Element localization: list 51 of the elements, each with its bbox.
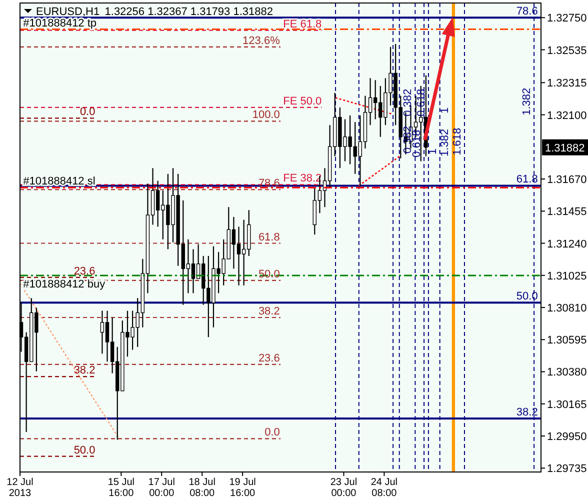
y-tick-label: 1.31240 [547,238,587,250]
x-tick-label: 17 Jul 00:00 [148,477,175,499]
annotation: 50.0 [74,444,96,456]
annotation: 0.618 [411,130,424,158]
y-tick-label: 1.30810 [547,302,587,314]
y-tick-label: 1.31455 [547,206,587,218]
annotation: 1 [426,148,439,155]
ref-line-label: #101888412 tp [23,17,97,30]
x-tick-label: 24 Jul 08:00 [370,477,398,499]
annotation: 1.618 [451,128,464,156]
ref-line-label: #101888412 sl [23,176,96,188]
x-tick-label: 23 Jul 00:00 [330,477,358,499]
x-tick-label: 19 Jul 16:00 [229,477,256,499]
y-tick-label: 1.32750 [547,12,587,25]
annotation: 78.6 [516,6,538,18]
y-tick-label: 1.31025 [547,270,587,282]
chart-subtitle: 1.32256 1.32367 1.31793 1.31882 [104,6,273,18]
annotation: 100.0 [252,109,280,122]
annotation: 38.2 [74,364,96,377]
ref-line-label: #101888412 buy [23,278,106,291]
annotation: 23.6 [258,352,280,364]
ref-line-label: FE 61.8 [283,18,322,30]
annotation: 0.618 [415,88,428,116]
y-tick-label: 1.32535 [547,44,587,57]
annotation: 123.6% [242,34,280,47]
annotation: 61.8 [516,174,538,186]
annotation: 1.382 [438,128,451,156]
y-tick-label: 1.31670 [547,174,587,186]
y-tick-label: 1.29735 [547,463,587,476]
y-tick-label: 1.30595 [547,334,587,347]
y-tick-label: 1.30165 [547,398,587,411]
ref-line-label: FE 50.0 [283,95,322,108]
text: 1.31882 [545,142,585,154]
annotation: 1 [438,107,451,114]
y-tick-label: 1.32315 [547,78,587,90]
annotation: 23.6 [74,265,96,278]
annotation: 1.382 [521,88,534,116]
y-tick-label: 1.32100 [547,110,587,122]
x-tick-label: 18 Jul 08:00 [188,477,216,499]
y-tick-label: 1.30380 [547,366,587,379]
annotation: 0.382 [402,88,414,116]
annotation: 38.2 [516,406,538,419]
annotation: 38.2 [258,306,280,318]
annotation: 61.8 [258,231,280,244]
annotation: 0.0 [264,426,280,439]
y-tick-label: 1.29950 [547,430,587,443]
annotation: 50.0 [516,290,538,303]
x-tick-label: 12 Jul 2013 [6,477,34,499]
annotation: 0.0 [80,106,96,118]
x-tick-label: 15 Jul 16:00 [108,477,135,499]
chart-title: EURUSD,H1 [36,6,99,18]
